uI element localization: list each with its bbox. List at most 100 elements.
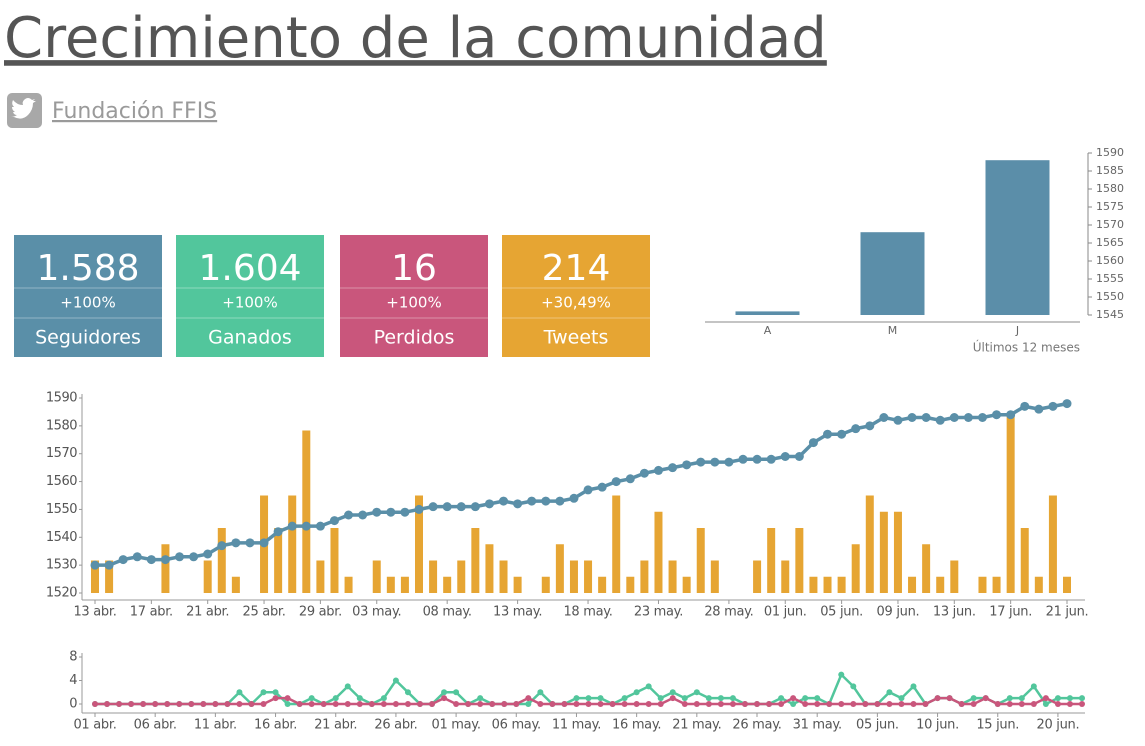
bar <box>231 576 240 593</box>
bar <box>922 544 931 593</box>
account-name[interactable]: Fundación FFIS <box>52 99 217 124</box>
x-tick-label: 17 abr. <box>130 605 173 620</box>
kpi-value: 16 <box>391 248 437 289</box>
point <box>886 689 893 696</box>
point <box>790 701 797 707</box>
kpi-change: +100% <box>386 294 441 312</box>
y-tick-label: 1555 <box>1096 272 1124 285</box>
point <box>1018 701 1025 707</box>
point <box>970 695 977 702</box>
point <box>301 521 311 531</box>
bar <box>400 576 409 593</box>
bar <box>640 560 649 593</box>
point <box>1079 695 1085 702</box>
bar <box>386 576 395 593</box>
point <box>693 689 700 696</box>
point <box>176 701 183 707</box>
point <box>898 695 905 702</box>
point <box>717 695 724 702</box>
point <box>862 701 869 707</box>
point <box>164 701 171 707</box>
point <box>778 695 785 702</box>
bar <box>316 560 325 593</box>
kpi-change: +100% <box>222 294 277 312</box>
point <box>489 701 496 707</box>
point <box>386 507 396 517</box>
point <box>1034 404 1044 414</box>
point <box>308 701 315 707</box>
y-tick-label: 1530 <box>46 558 77 573</box>
point <box>898 701 905 707</box>
bar <box>696 528 705 593</box>
kpi-bg <box>502 235 650 357</box>
point <box>879 413 889 422</box>
x-tick-label: 23 may. <box>634 605 683 620</box>
bar <box>865 495 874 593</box>
x-tick-label: 06 may. <box>492 718 541 733</box>
kpi-label: Perdidos <box>374 327 455 349</box>
bar <box>1020 528 1029 593</box>
kpi-card: 16 +100% Perdidos <box>340 235 488 357</box>
x-tick-label: 21 may. <box>672 718 721 733</box>
point <box>441 689 448 696</box>
point <box>499 496 509 506</box>
kpi-value: 214 <box>542 248 611 289</box>
point <box>653 465 663 475</box>
x-axis-label: Últimos 12 meses <box>973 340 1080 355</box>
x-tick-label: 05 jun. <box>856 718 899 733</box>
point <box>645 701 652 707</box>
point <box>958 701 965 707</box>
point <box>188 701 195 707</box>
point <box>949 413 959 422</box>
kpi-label: Tweets <box>543 327 609 349</box>
point <box>380 695 387 702</box>
point <box>404 701 411 707</box>
y-tick-label: 1590 <box>1096 146 1124 159</box>
x-tick-label: M <box>888 324 898 337</box>
point <box>696 457 706 467</box>
y-tick-label: 1545 <box>1096 308 1124 321</box>
point <box>886 701 893 707</box>
point <box>456 502 466 512</box>
point <box>442 502 452 512</box>
y-tick-label: 1550 <box>46 502 77 517</box>
x-tick-label: 05 jun. <box>820 605 863 620</box>
x-tick-label: 18 may. <box>563 605 612 620</box>
point <box>329 516 339 526</box>
point <box>935 415 945 425</box>
bar <box>851 544 860 593</box>
point <box>236 689 243 696</box>
x-tick-label: 11 may. <box>552 718 601 733</box>
bar <box>443 576 452 593</box>
y-tick-label: 1580 <box>46 418 77 433</box>
y-tick-label: 1540 <box>46 530 77 545</box>
point <box>356 695 363 702</box>
x-tick-label: 01 abr. <box>73 718 116 733</box>
point <box>724 457 734 467</box>
bar <box>330 528 339 593</box>
x-tick-label: 10 jun. <box>916 718 959 733</box>
point <box>284 701 291 707</box>
bar <box>485 544 494 593</box>
kpi-label: Seguidores <box>35 327 141 349</box>
y-tick-label: 1565 <box>1096 236 1124 249</box>
kpi-card: 1.604 +100% Ganados <box>176 235 324 357</box>
bar <box>767 528 776 593</box>
y-tick-label: 8 <box>69 650 77 665</box>
point <box>392 701 399 707</box>
point <box>802 701 809 707</box>
bar <box>908 576 917 593</box>
point <box>710 457 720 467</box>
x-tick-label: 11 abr. <box>194 718 237 733</box>
y-tick-label: 1570 <box>46 446 77 461</box>
bar <box>823 576 832 593</box>
point <box>738 454 748 464</box>
y-tick-label: 1560 <box>1096 254 1124 267</box>
bar <box>837 576 846 593</box>
point <box>921 413 931 422</box>
page-title: Crecimiento de la comunidad <box>4 6 827 71</box>
kpi-card: 214 +30,49% Tweets <box>502 235 650 357</box>
bar <box>584 560 593 593</box>
point <box>296 701 303 707</box>
point <box>693 701 700 707</box>
